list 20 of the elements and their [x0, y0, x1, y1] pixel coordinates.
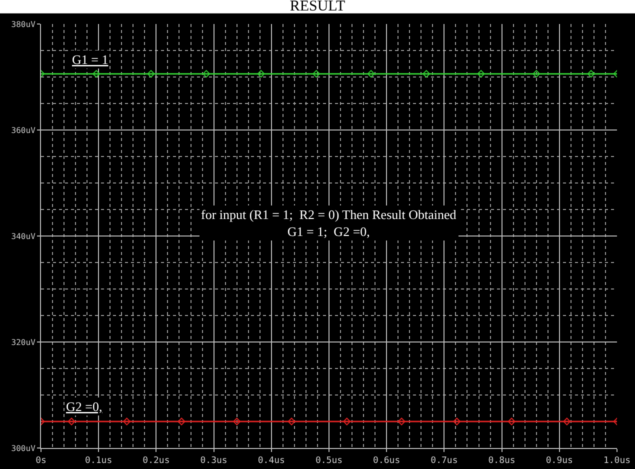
annotation: for input (R1 = 1; R2 = 0) Then Result Obtained G1 = 1; G2 =0,	[201, 207, 457, 239]
x-tick-label: 0.8us	[488, 456, 516, 466]
x-tick-label: 0.9us	[546, 456, 573, 466]
y-tick-label: 360uV	[11, 126, 36, 135]
x-tick-label: 0.5us	[315, 456, 343, 466]
x-tick-label: 0.4us	[258, 456, 285, 466]
x-tick-label: 1.0us	[603, 456, 631, 466]
y-tick-label: 320uV	[11, 338, 36, 347]
x-tick-label: 0.7us	[430, 456, 458, 466]
chart-title: RESULT	[290, 0, 346, 14]
x-tick-label: 0.6us	[373, 456, 400, 466]
annotation: G1 = 1	[72, 52, 108, 67]
annotation: G2 =0,	[66, 399, 102, 414]
x-tick-label: 0.3us	[200, 456, 228, 466]
x-tick-label: 0.2us	[142, 456, 170, 466]
x-tick-label: 0.1us	[85, 456, 112, 466]
y-tick-label: 340uV	[11, 232, 36, 241]
y-tick-label: 380uV	[11, 20, 36, 29]
x-tick-label: 0s	[36, 456, 46, 466]
y-tick-label: 300uV	[11, 444, 36, 453]
